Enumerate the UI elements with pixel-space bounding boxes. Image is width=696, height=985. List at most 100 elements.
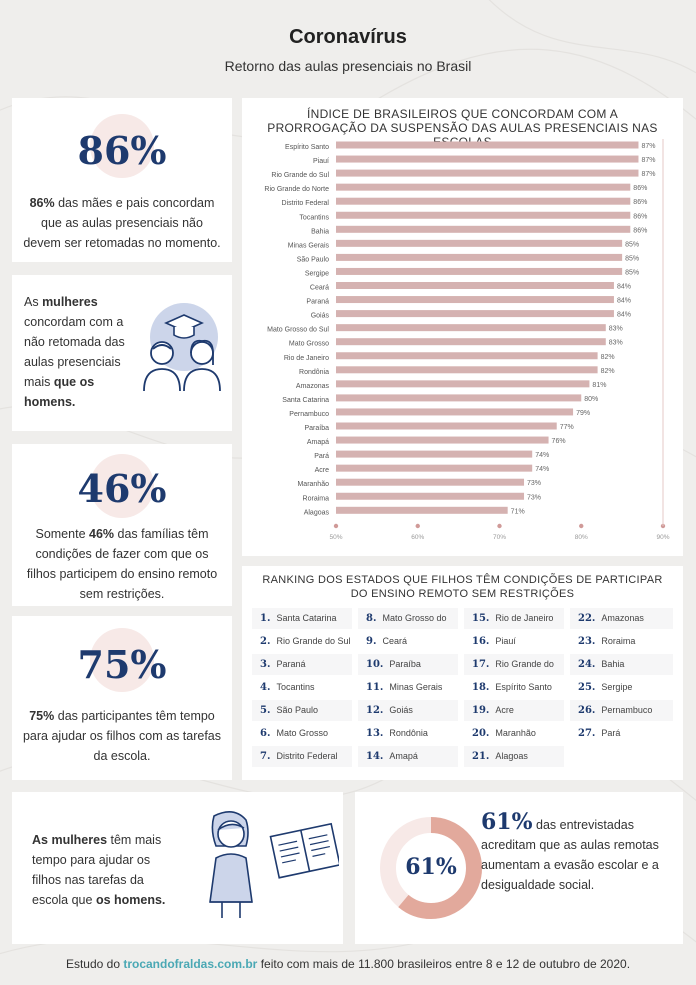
data-label: 87% (641, 171, 655, 178)
stat-bold-women: As mulheres (32, 833, 108, 847)
category-label: Pará (314, 453, 329, 460)
ranking-item: 8.Mato Grosso do Sul (358, 608, 458, 644)
data-label: 87% (641, 143, 655, 150)
stat-bold-women: mulheres (42, 295, 98, 309)
ranking-item: 9. Ceará (358, 631, 458, 652)
ranking-item: 2. Rio Grande do Sul (252, 631, 352, 652)
x-tick-label: 60% (411, 534, 424, 541)
bar (336, 267, 623, 275)
ranking-number: 9. (366, 636, 377, 647)
stat-bold: 46% (89, 527, 115, 541)
bar (336, 197, 631, 205)
data-label: 87% (641, 157, 655, 164)
ranking-item: 14. Amapá (358, 746, 458, 767)
page-title: Coronavírus (289, 26, 407, 48)
ranking-state: Rio de Janeiro (495, 613, 554, 623)
stat-highlight-circle (90, 628, 154, 692)
ranking-item: 1. Santa Catarina (252, 608, 352, 629)
ranking-item: 24. Bahia (570, 654, 673, 675)
ranking-item: 13. Rondônia (358, 723, 458, 744)
ranking-state: Espírito Santo (495, 682, 552, 692)
stat-highlight-circle (90, 454, 154, 518)
ranking-item: 11. Minas Gerais (358, 677, 458, 698)
bar (336, 464, 533, 472)
ranking-number: 12. (366, 705, 384, 716)
x-tick-label: 90% (656, 534, 669, 541)
ranking-number: 8. (366, 613, 377, 624)
ranking-item: 4. Tocantins (252, 677, 352, 698)
stat-description: As mulheres concordam com a não retomada… (24, 292, 136, 412)
ranking-item: 25. Sergipe (570, 677, 673, 698)
ranking-number: 1. (260, 613, 271, 624)
ranking-item: 12. Goiás (358, 700, 458, 721)
ranking-number: 14. (366, 751, 384, 762)
category-label: São Paulo (297, 256, 329, 263)
ranking-state: Minas Gerais (389, 682, 443, 692)
data-label: 71% (511, 508, 525, 515)
bar (336, 253, 623, 261)
donut-label: 61% (405, 854, 457, 880)
ranking-item: 6. Mato Grosso (252, 723, 352, 744)
bar (336, 436, 549, 444)
category-label: Bahia (311, 228, 329, 235)
ranking-item: 17.Rio Grande do Norte (464, 654, 564, 690)
category-label: Pernambuco (289, 411, 329, 418)
ranking-state: Distrito Federal (276, 751, 338, 761)
ranking-state: Maranhão (495, 728, 536, 738)
data-label: 86% (633, 227, 647, 234)
stat-highlight-circle (90, 114, 154, 178)
bar (336, 310, 614, 318)
stat-text: das famílias têm condições de fazer com … (26, 527, 218, 601)
stat-text: das entrevistadas acreditam que as aulas… (481, 818, 659, 892)
data-label: 86% (633, 199, 647, 206)
x-tick-marker (579, 523, 584, 529)
stat-text: concordam com a não retomada das aulas p… (24, 315, 125, 389)
ranking-item: 21. Alagoas (464, 746, 564, 767)
ranking-number: 6. (260, 728, 271, 739)
data-label: 84% (617, 298, 631, 305)
students-graduation-icon (143, 303, 221, 392)
ranking-number: 15. (472, 613, 490, 624)
x-tick-label: 80% (575, 534, 588, 541)
stat-description: 61% das entrevistadas acreditam que as a… (481, 811, 673, 895)
data-label: 84% (617, 312, 631, 319)
ranking-item: 7. Distrito Federal (252, 746, 352, 767)
data-label: 83% (609, 326, 623, 333)
data-label: 86% (633, 213, 647, 220)
ranking-state: Sergipe (601, 682, 633, 692)
stat-description: Somente 46% das famílias têm condições d… (22, 524, 222, 604)
bar (336, 492, 525, 500)
bar (336, 225, 631, 233)
ranking-state: Mato Grosso (276, 728, 328, 738)
data-label: 86% (633, 185, 647, 192)
ranking-item: 20. Maranhão (464, 723, 564, 744)
category-label: Paraná (306, 299, 329, 306)
ranking-number: 25. (578, 682, 596, 693)
ranking-item: 27. Pará (570, 723, 673, 744)
ranking-item: 22. Amazonas (570, 608, 673, 629)
ranking-number: 19. (472, 705, 490, 716)
footer-text: feito com mais de 11.800 brasileiros ent… (257, 957, 631, 971)
stat-big-number: 86% (77, 128, 167, 173)
ranking-state: Piauí (495, 636, 516, 646)
footer-link[interactable]: trocandofraldas.com.br (123, 957, 258, 971)
chart-card: ÍNDICE DE BRASILEIROS QUE CONCORDAM COM … (242, 98, 683, 556)
x-tick-label: 70% (493, 534, 506, 541)
ranking-state: São Paulo (276, 705, 318, 715)
ranking-state: Pará (601, 728, 621, 738)
ranking-number: 26. (578, 705, 596, 716)
ranking-number: 2. (260, 636, 271, 647)
donut-arc (380, 817, 482, 919)
ranking-state: Santa Catarina (276, 613, 337, 623)
category-label: Alagoas (304, 509, 330, 516)
category-label: Roraima (303, 495, 330, 502)
data-label: 80% (584, 396, 598, 403)
x-tick-marker (333, 523, 339, 529)
stat-text: As (24, 295, 43, 309)
ranking-number: 17. (472, 659, 490, 670)
data-label: 79% (576, 410, 590, 417)
ranking-state: Pernambuco (601, 705, 653, 715)
category-label: Santa Catarina (282, 397, 329, 404)
category-label: Mato Grosso do Sul (267, 327, 329, 334)
ranking-state: Roraima (601, 636, 636, 646)
